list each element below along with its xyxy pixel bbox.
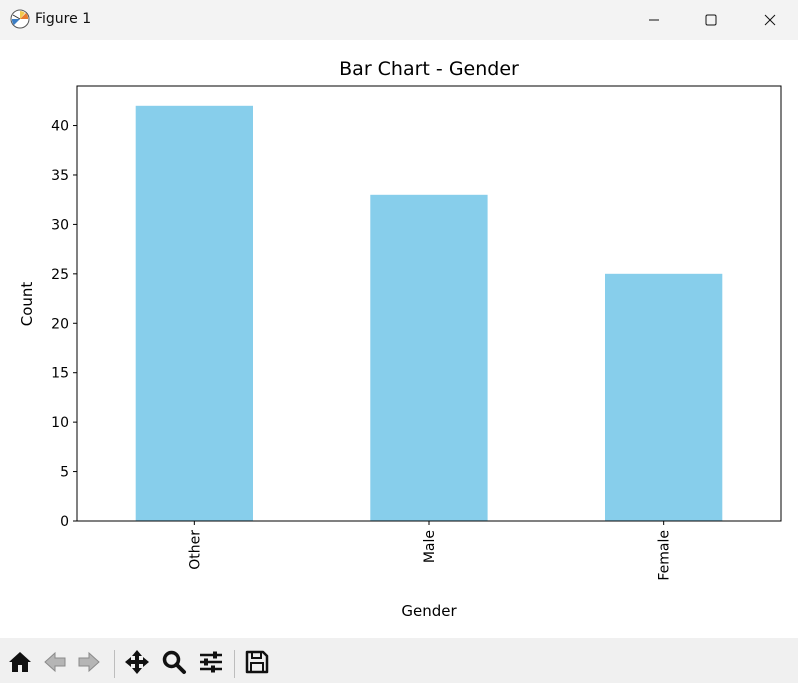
close-button[interactable] — [746, 0, 794, 40]
y-tick-label: 20 — [51, 316, 69, 332]
y-tick-label: 10 — [51, 415, 69, 431]
window-title: Figure 1 — [35, 11, 92, 27]
minimize-button[interactable] — [630, 0, 678, 40]
forward-button[interactable] — [75, 648, 103, 676]
y-tick-label: 15 — [51, 366, 69, 382]
y-tick-label: 5 — [60, 465, 69, 481]
pan-button[interactable] — [123, 648, 151, 676]
y-axis-label: Count — [18, 282, 36, 327]
x-axis-ticks: Other Male Female — [187, 521, 673, 581]
zoom-button[interactable] — [160, 648, 188, 676]
back-arrow-icon — [44, 651, 66, 673]
save-button[interactable] — [243, 648, 271, 676]
pan-move-icon — [125, 650, 149, 674]
y-tick-label: 30 — [51, 217, 69, 233]
home-icon — [9, 652, 31, 672]
x-tick-label: Other — [187, 530, 203, 570]
axes-frame — [76, 85, 782, 522]
toolbar-separator — [114, 650, 115, 678]
bar-chart: 0 5 10 15 20 25 30 35 40 Other Male Female Bar Cha… — [18, 58, 782, 620]
y-tick-label: 0 — [60, 514, 69, 530]
bar-female — [605, 273, 723, 521]
bar-male — [370, 194, 488, 522]
maximize-button[interactable] — [687, 0, 735, 40]
zoom-magnifier-icon — [162, 650, 186, 674]
back-button[interactable] — [41, 648, 69, 676]
y-tick-label: 35 — [51, 168, 69, 184]
matplotlib-figure-icon — [10, 9, 30, 29]
x-tick-label: Female — [657, 530, 673, 581]
figure-canvas[interactable]: 0 5 10 15 20 25 30 35 40 Other Male Female Bar Cha… — [0, 40, 798, 638]
maximize-icon — [705, 14, 717, 26]
toolbar-separator — [234, 650, 235, 678]
minimize-icon — [649, 19, 659, 21]
close-icon — [764, 14, 776, 26]
save-disk-icon — [245, 650, 269, 674]
home-button[interactable] — [6, 648, 34, 676]
chart-title: Bar Chart - Gender — [339, 58, 519, 80]
y-axis-ticks: 0 5 10 15 20 25 30 35 40 — [51, 119, 77, 530]
x-tick-label: Male — [422, 530, 438, 563]
y-tick-label: 25 — [51, 267, 69, 283]
configure-subplots-button[interactable] — [197, 648, 225, 676]
bar-other — [135, 105, 253, 522]
bars-group — [135, 105, 723, 522]
configure-subplots-icon — [200, 651, 222, 673]
window-titlebar: Figure 1 — [0, 0, 798, 40]
navigation-toolbar — [0, 638, 798, 683]
y-tick-label: 40 — [51, 119, 69, 135]
forward-arrow-icon — [78, 651, 100, 673]
x-axis-label: Gender — [401, 602, 457, 620]
